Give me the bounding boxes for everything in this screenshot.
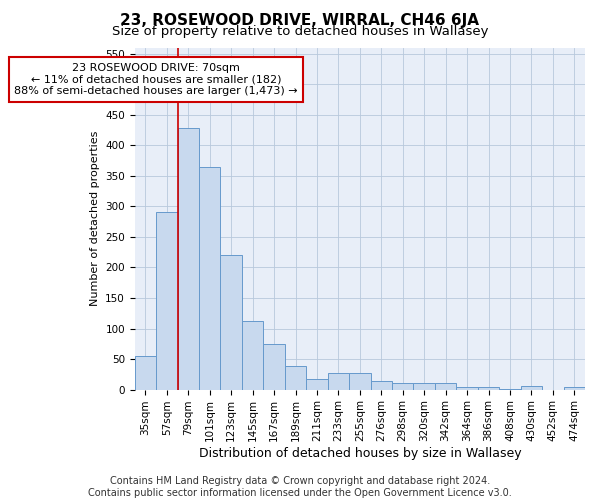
Bar (435, 384, 457, 390)
Bar (178, 128, 199, 390)
Bar (413, 384, 435, 390)
Bar (563, 387, 585, 390)
Bar (328, 373, 349, 390)
Bar (478, 387, 499, 390)
Bar (263, 344, 285, 390)
Bar (306, 379, 328, 390)
Bar (134, 356, 156, 390)
Bar (349, 373, 371, 390)
Bar (199, 166, 220, 390)
Bar (220, 255, 242, 390)
X-axis label: Distribution of detached houses by size in Wallasey: Distribution of detached houses by size … (199, 447, 521, 460)
Text: 23 ROSEWOOD DRIVE: 70sqm
← 11% of detached houses are smaller (182)
88% of semi-: 23 ROSEWOOD DRIVE: 70sqm ← 11% of detach… (14, 63, 298, 96)
Y-axis label: Number of detached properties: Number of detached properties (89, 131, 100, 306)
Text: Contains HM Land Registry data © Crown copyright and database right 2024.
Contai: Contains HM Land Registry data © Crown c… (88, 476, 512, 498)
Bar (285, 366, 306, 390)
Text: Size of property relative to detached houses in Wallasey: Size of property relative to detached ho… (112, 25, 488, 38)
Bar (242, 320, 263, 390)
Bar (371, 381, 392, 390)
Bar (521, 386, 542, 390)
Bar (457, 386, 478, 390)
Bar (156, 212, 178, 390)
Bar (392, 384, 413, 390)
Bar (499, 389, 521, 390)
Text: 23, ROSEWOOD DRIVE, WIRRAL, CH46 6JA: 23, ROSEWOOD DRIVE, WIRRAL, CH46 6JA (121, 12, 479, 28)
